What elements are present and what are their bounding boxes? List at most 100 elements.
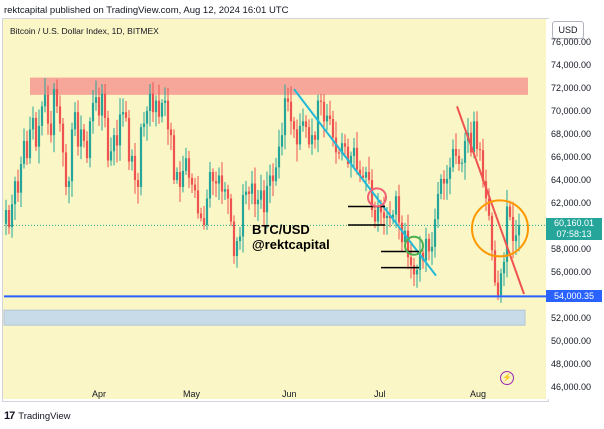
price-tick-label: 76,000.00	[551, 37, 592, 48]
candle-body	[445, 178, 449, 184]
candle-body	[433, 219, 437, 247]
current-price-label: 60,160.01 07:58:13	[546, 218, 602, 241]
candle-body	[514, 235, 518, 242]
candle-body	[13, 181, 17, 205]
candle-body	[247, 191, 251, 194]
candle-body	[103, 93, 107, 118]
candle-body	[61, 123, 65, 153]
candle-body	[46, 94, 50, 124]
candle-body	[106, 117, 110, 161]
candle-body	[241, 195, 245, 237]
candle-body	[211, 172, 215, 182]
candle-body	[43, 94, 47, 107]
candle-body	[88, 121, 92, 159]
candle-body	[244, 191, 248, 196]
date-tick-label: Aug	[470, 389, 487, 399]
candle-body	[493, 250, 497, 283]
candle-body	[355, 147, 359, 170]
candle-body	[268, 175, 272, 186]
candle-body	[280, 135, 284, 147]
candle-body	[301, 121, 305, 126]
currency-button[interactable]: USD	[552, 21, 584, 39]
candle-body	[487, 198, 491, 216]
candle-body	[439, 178, 443, 194]
candle-body	[496, 282, 500, 296]
candle-body	[250, 183, 254, 194]
candle-body	[76, 112, 80, 147]
candle-body	[358, 169, 362, 176]
candle-body	[382, 212, 386, 219]
orange-circle	[471, 199, 529, 258]
candle-body	[283, 98, 287, 136]
candle-body	[67, 181, 71, 187]
footer-brand: TradingView	[18, 410, 71, 422]
candle-body	[409, 257, 413, 266]
candle-body	[418, 252, 422, 270]
candle-body	[142, 123, 146, 128]
candle-body	[148, 93, 152, 111]
candle-body	[265, 185, 269, 213]
candle-body	[388, 215, 392, 219]
date-tick-label: Jun	[282, 389, 297, 399]
candle-body	[256, 199, 260, 205]
candle-body	[178, 172, 182, 187]
candle-body	[31, 117, 35, 130]
candle-body	[190, 177, 194, 185]
candle-body	[112, 135, 116, 152]
candle-body	[379, 206, 383, 213]
candle-body	[460, 162, 464, 164]
candle-body	[169, 129, 173, 136]
candle-body	[313, 135, 317, 140]
candle-body	[436, 193, 440, 220]
candle-body	[64, 152, 68, 187]
candle-body	[160, 102, 164, 117]
lightning-icon[interactable]: ⚡	[500, 371, 514, 385]
footer: 17 TradingView	[4, 410, 71, 422]
candle-body	[361, 175, 365, 178]
candle-body	[412, 265, 416, 275]
candle-body	[10, 204, 14, 228]
symbol-description: Bitcoin / U.S. Dollar Index, 1D, BITMEX	[10, 26, 159, 36]
candle-body	[157, 100, 161, 117]
candle-body	[397, 196, 401, 223]
candle-body	[4, 210, 8, 224]
candle-body	[277, 146, 281, 168]
candle-body	[394, 196, 398, 215]
candle-body	[448, 167, 452, 179]
candle-body	[511, 216, 515, 242]
candle-body	[457, 155, 461, 164]
candle-body	[292, 121, 296, 130]
candle-body	[229, 198, 233, 222]
candle-body	[82, 129, 86, 141]
candle-body	[385, 215, 389, 219]
price-tick-label: 70,000.00	[551, 106, 592, 117]
candle-body	[238, 236, 242, 242]
price-axis[interactable]	[546, 19, 604, 399]
candle-body	[22, 140, 26, 164]
candle-body	[121, 112, 125, 115]
candle-body	[517, 224, 521, 236]
candle-body	[85, 140, 89, 159]
candle-body	[304, 121, 308, 128]
candle-body	[421, 252, 425, 261]
candle-body	[325, 115, 329, 122]
candle-body	[262, 190, 266, 213]
resistance-zone	[30, 77, 528, 95]
price-tick-label: 46,000.00	[551, 382, 592, 393]
candle-body	[322, 101, 326, 122]
candle-body	[376, 206, 380, 222]
cyan-trendline	[293, 88, 437, 277]
candle-body	[220, 175, 224, 192]
candle-body	[151, 93, 155, 113]
candle-body	[226, 189, 230, 199]
candle-body	[184, 158, 188, 171]
green-circle	[404, 235, 424, 256]
candle-body	[205, 198, 209, 225]
overlay-pair: BTC/USD	[252, 222, 310, 237]
candle-body	[430, 246, 434, 252]
candle-body	[475, 121, 479, 149]
candle-body	[217, 175, 221, 184]
price-tick-label: 66,000.00	[551, 152, 592, 163]
candle-body	[373, 210, 377, 222]
